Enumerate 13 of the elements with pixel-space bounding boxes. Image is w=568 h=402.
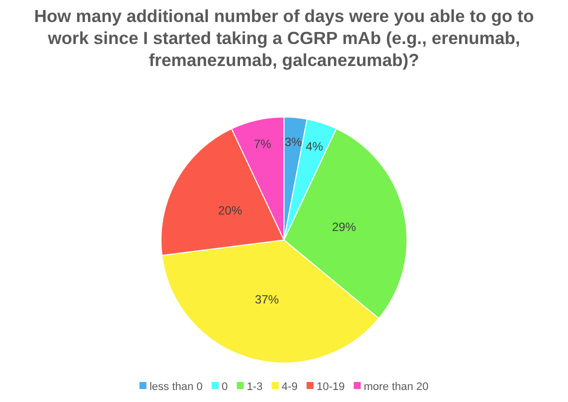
legend-label: 10-19: [316, 380, 345, 393]
legend-label: less than 0: [149, 380, 203, 393]
legend-label: 0: [222, 380, 228, 393]
legend-label: 1-3: [246, 380, 263, 393]
data-label: 7%: [254, 137, 272, 152]
chart-title: How many additional number of days were you able to go to work since I started taking a CGRP mAb (e.g., erenumab, fremanezumab, galcanezumab)?: [34, 6, 534, 70]
legend-label: 4-9: [282, 380, 298, 393]
legend-label: more than 20: [364, 380, 429, 393]
data-label: 29%: [332, 220, 356, 234]
data-label: 4%: [306, 140, 324, 154]
data-label: 20%: [218, 204, 242, 218]
data-label: 37%: [254, 292, 280, 306]
data-label: 3%: [284, 135, 302, 150]
